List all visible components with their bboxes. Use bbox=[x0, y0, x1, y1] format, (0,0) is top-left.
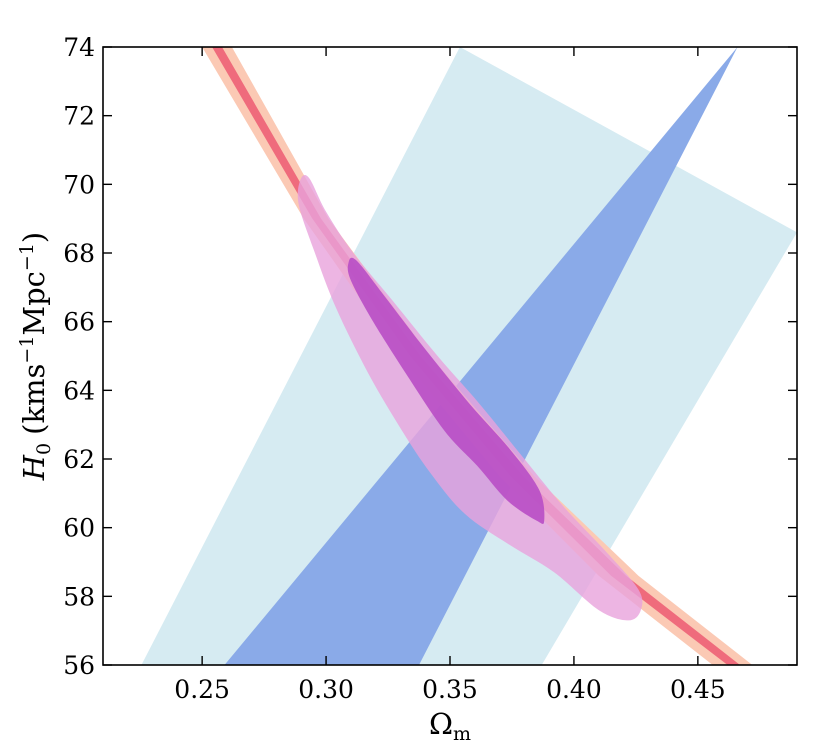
x-axis-label-symbol: Ω bbox=[429, 707, 453, 741]
x-axis-label-subscript: m bbox=[453, 723, 471, 745]
axis-ticks: 0.25 0.30 0.35 0.40 0.45 56 58 60 62 64 66 68 70 72 74 bbox=[63, 33, 797, 704]
y-axis-label-sup-a: −1 bbox=[16, 336, 38, 364]
y-tick-label: 72 bbox=[63, 102, 95, 131]
y-axis-label-units-b: Mpc bbox=[17, 271, 51, 336]
y-axis-label-units-c: ) bbox=[17, 232, 51, 243]
y-axis-label: H0(kms−1Mpc−1) bbox=[16, 232, 55, 482]
y-tick-label: 56 bbox=[63, 651, 95, 680]
y-tick-label: 62 bbox=[63, 445, 95, 474]
y-tick-label: 68 bbox=[63, 239, 95, 268]
y-tick-label: 64 bbox=[63, 376, 95, 405]
y-tick-label: 58 bbox=[63, 582, 95, 611]
x-axis-label: Ωm bbox=[429, 707, 471, 745]
y-axis-label-subscript: 0 bbox=[33, 443, 55, 455]
likelihood-contour-5 bbox=[347, 257, 545, 525]
x-tick-label: 0.45 bbox=[670, 675, 726, 704]
y-tick-label: 60 bbox=[63, 514, 95, 543]
x-tick-label: 0.30 bbox=[298, 675, 354, 704]
likelihood-contour-4 bbox=[297, 175, 643, 621]
x-tick-label: 0.35 bbox=[422, 675, 478, 704]
plot-area bbox=[141, 47, 797, 665]
y-tick-label: 74 bbox=[63, 33, 95, 62]
constraint-band-0 bbox=[141, 47, 797, 665]
x-tick-label: 0.40 bbox=[546, 675, 602, 704]
y-axis-label-units-a: (kms bbox=[17, 364, 51, 435]
y-tick-label: 66 bbox=[63, 308, 95, 337]
y-axis-label-sup-b: −1 bbox=[16, 243, 38, 271]
y-axis-label-symbol: H bbox=[17, 454, 51, 481]
y-tick-label: 70 bbox=[63, 170, 95, 199]
x-tick-label: 0.25 bbox=[174, 675, 230, 704]
constraint-band-1 bbox=[224, 47, 738, 665]
